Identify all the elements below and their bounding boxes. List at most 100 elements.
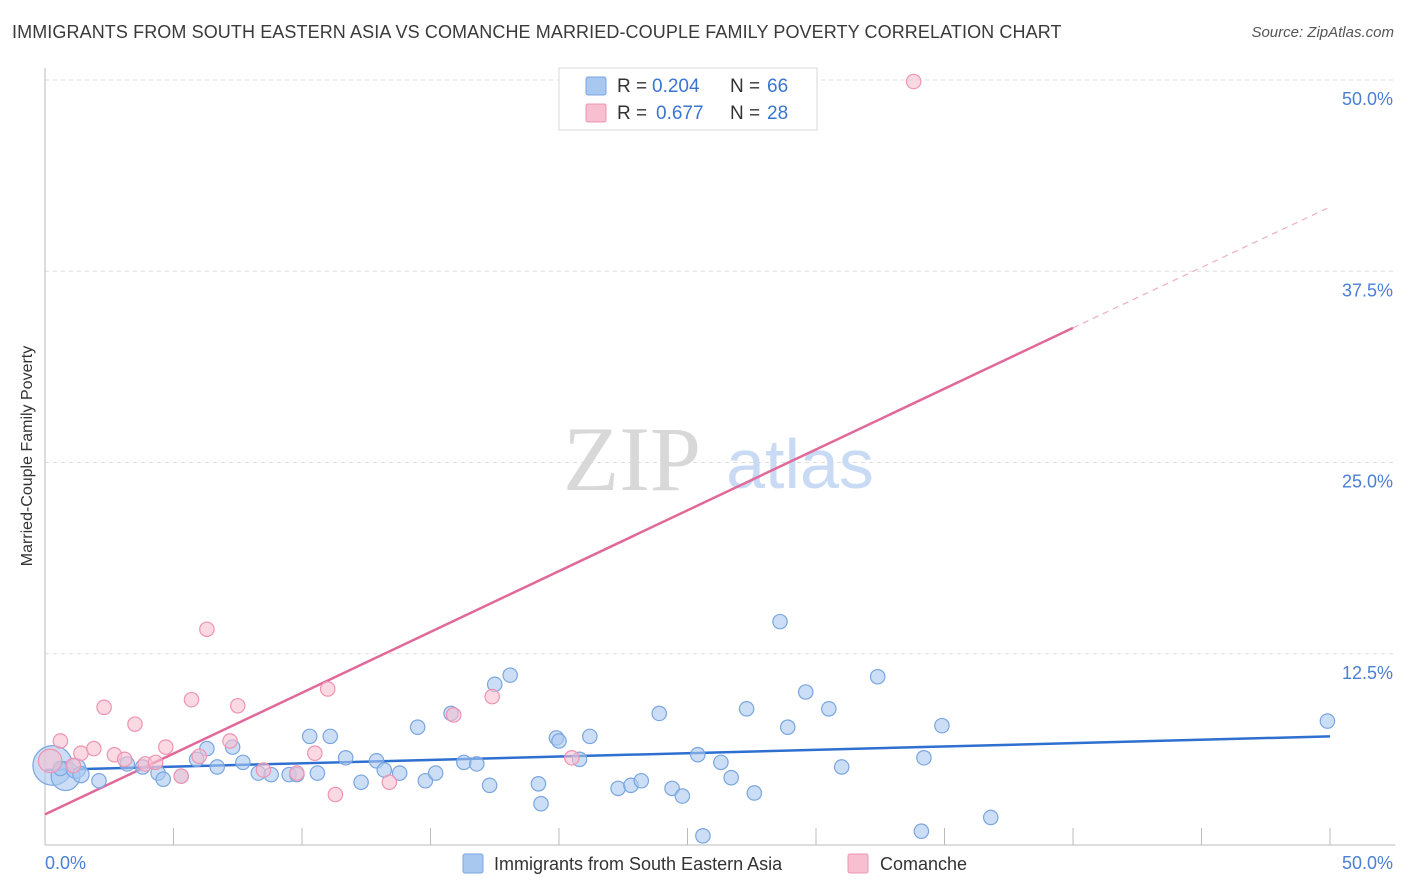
- correlation-legend: R = 0.204 N = 66 R = 0.677 N = 28: [558, 67, 818, 131]
- data-point-blue: [481, 777, 498, 794]
- data-point-blue: [982, 809, 999, 826]
- data-point-blue: [337, 749, 354, 766]
- data-point-pink: [147, 754, 164, 771]
- data-point-blue: [664, 780, 680, 797]
- legend-r-value-pink: 0.677: [656, 103, 704, 124]
- series-swatch-pink: [847, 853, 869, 874]
- data-point-pink: [127, 716, 143, 732]
- series-label-blue: Immigrants from South Eastern Asia: [494, 854, 783, 874]
- data-point-blue: [456, 754, 472, 771]
- data-point-blue: [738, 701, 755, 717]
- data-point-pink: [199, 621, 215, 638]
- data-point-blue: [772, 613, 788, 630]
- data-point-blue: [468, 756, 485, 772]
- data-point-blue: [723, 769, 739, 786]
- trend-lines: [44, 206, 1331, 816]
- axes: 12.5% 25.0% 37.5% 50.0% 0.0% 50.0%: [44, 68, 1395, 873]
- data-point-blue: [235, 754, 251, 771]
- data-point-blue: [869, 668, 886, 685]
- data-point-blue: [779, 719, 796, 735]
- data-point-blue: [502, 667, 518, 683]
- data-point-pink: [327, 786, 344, 803]
- y-tick-label: 25.0%: [1342, 472, 1393, 492]
- data-point-pink: [255, 762, 272, 778]
- data-point-pink: [116, 751, 133, 768]
- data-point-pink: [173, 768, 190, 784]
- y-tick-label: 37.5%: [1342, 280, 1393, 300]
- data-point-blue: [633, 772, 650, 789]
- data-point-pink: [86, 740, 102, 757]
- data-point-pink: [157, 739, 174, 755]
- series-swatch-blue: [462, 853, 484, 874]
- data-point-blue: [1319, 713, 1336, 729]
- data-point-pink: [73, 745, 89, 761]
- series-legend: Immigrants from South Eastern Asia Coman…: [462, 853, 967, 874]
- chart-title: IMMIGRANTS FROM SOUTH EASTERN ASIA VS CO…: [12, 22, 1062, 42]
- trend-line-pink: [44, 326, 1074, 816]
- data-point-blue: [821, 701, 837, 717]
- data-point-pink: [65, 757, 82, 774]
- data-point-blue: [353, 774, 369, 791]
- data-point-blue: [695, 828, 711, 844]
- data-point-blue: [533, 795, 549, 812]
- y-tick-label: 12.5%: [1342, 663, 1393, 683]
- legend-n-label: N =: [730, 103, 760, 124]
- data-points: [32, 73, 1336, 844]
- data-point-blue: [934, 717, 950, 734]
- data-point-pink: [905, 73, 922, 90]
- data-point-blue: [417, 772, 434, 789]
- data-point-blue: [916, 749, 932, 766]
- data-point-pink: [222, 733, 238, 749]
- data-point-blue: [797, 684, 814, 700]
- trend-line-extension-pink: [1072, 206, 1331, 329]
- data-point-pink: [96, 699, 112, 716]
- legend-r-label: R =: [617, 76, 647, 97]
- data-point-blue: [551, 733, 567, 749]
- series-label-pink: Comanche: [880, 854, 967, 874]
- data-point-pink: [229, 697, 246, 714]
- x-tick-label: 0.0%: [45, 853, 86, 873]
- legend-n-label: N =: [730, 76, 760, 97]
- source-label: Source: ZipAtlas.com: [1251, 24, 1394, 41]
- legend-r-value-blue: 0.204: [652, 76, 700, 97]
- legend-swatch-blue: [585, 76, 607, 96]
- data-point-pink: [381, 774, 398, 791]
- data-point-pink: [52, 733, 69, 749]
- data-point-pink: [307, 745, 323, 761]
- data-point-blue: [530, 775, 547, 792]
- data-point-blue: [309, 765, 326, 781]
- data-point-blue: [409, 719, 426, 735]
- data-point-blue: [913, 823, 930, 840]
- y-tick-label: 50.0%: [1342, 89, 1393, 109]
- legend-r-label: R =: [617, 103, 647, 124]
- data-point-blue: [301, 728, 318, 745]
- data-point-blue: [651, 705, 668, 722]
- data-point-pink: [319, 681, 336, 697]
- data-point-pink: [191, 748, 207, 765]
- x-tick-label: 50.0%: [1342, 853, 1393, 873]
- legend-swatch-pink: [585, 103, 607, 123]
- data-point-blue: [427, 765, 444, 781]
- data-point-blue: [833, 759, 850, 775]
- data-point-blue: [674, 788, 691, 804]
- data-point-blue: [689, 746, 706, 763]
- watermark-atlas: atlas: [726, 425, 874, 503]
- legend-n-value-pink: 28: [767, 103, 788, 124]
- data-point-blue: [582, 728, 598, 745]
- data-point-pink: [183, 691, 200, 708]
- data-point-blue: [209, 759, 225, 775]
- data-point-blue: [713, 754, 729, 771]
- data-point-pink: [484, 688, 500, 705]
- data-point-blue: [155, 771, 172, 788]
- data-point-blue: [610, 780, 626, 797]
- data-point-blue: [391, 765, 408, 781]
- data-point-blue: [322, 728, 339, 745]
- data-point-pink: [564, 749, 580, 766]
- grid-lines: [45, 79, 1395, 655]
- data-point-pink: [289, 765, 305, 781]
- data-point-blue: [91, 772, 107, 789]
- data-point-pink: [445, 707, 462, 723]
- data-point-blue: [746, 785, 763, 801]
- watermark: ZIP atlas: [563, 408, 874, 510]
